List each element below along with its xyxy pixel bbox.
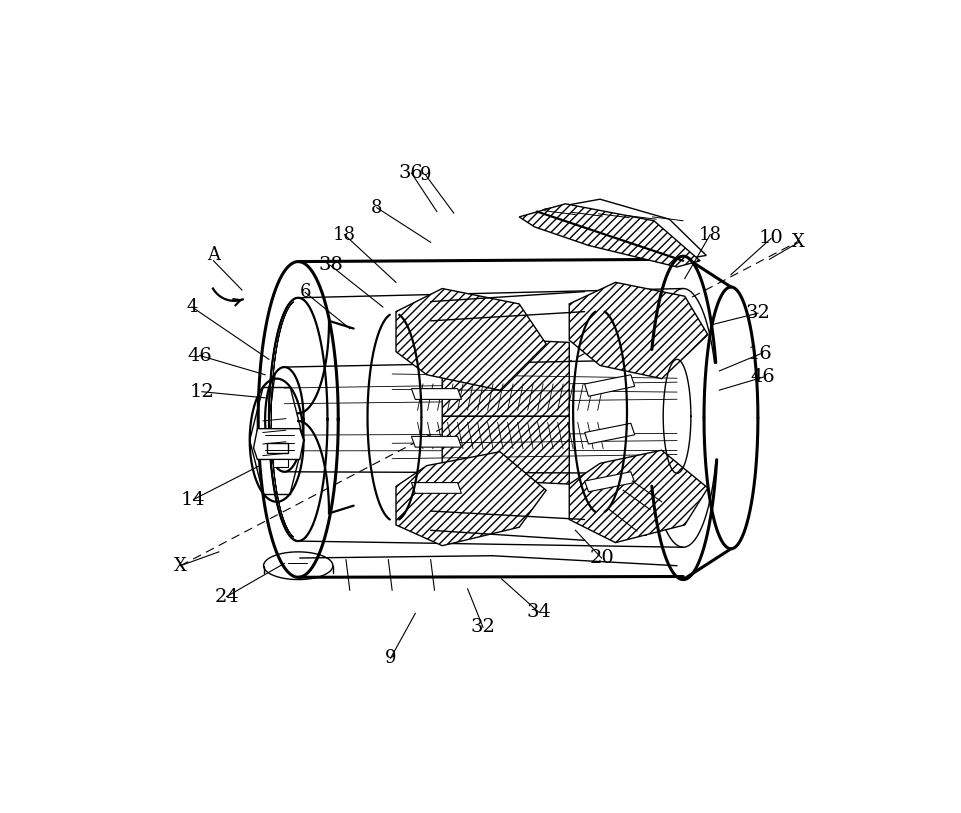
Polygon shape <box>584 424 634 444</box>
Text: 22: 22 <box>624 522 649 540</box>
Text: 6: 6 <box>644 501 655 519</box>
Text: 46: 46 <box>187 346 211 364</box>
Polygon shape <box>411 483 461 493</box>
Text: 32: 32 <box>470 619 495 637</box>
Text: 18: 18 <box>698 226 721 244</box>
Text: 34: 34 <box>526 603 551 621</box>
Text: 38: 38 <box>318 256 343 275</box>
Polygon shape <box>411 389 461 399</box>
Text: 36: 36 <box>399 164 424 182</box>
Text: 16: 16 <box>747 345 772 363</box>
Polygon shape <box>396 452 546 546</box>
Polygon shape <box>569 450 707 542</box>
Polygon shape <box>584 472 634 492</box>
Text: X: X <box>792 233 804 251</box>
Polygon shape <box>254 428 304 459</box>
Text: 20: 20 <box>588 549 613 567</box>
Text: 10: 10 <box>758 229 782 247</box>
Text: 18: 18 <box>333 226 356 244</box>
Text: 8: 8 <box>371 198 382 217</box>
Text: 46: 46 <box>751 368 775 386</box>
Text: 12: 12 <box>189 383 214 401</box>
Text: 9: 9 <box>419 166 431 184</box>
Polygon shape <box>569 282 707 379</box>
Text: 32: 32 <box>745 304 770 322</box>
Text: 4: 4 <box>186 298 197 316</box>
Text: 34: 34 <box>649 493 674 511</box>
Polygon shape <box>396 289 546 390</box>
Polygon shape <box>519 204 700 267</box>
Polygon shape <box>584 375 634 396</box>
Polygon shape <box>411 437 461 447</box>
Text: X: X <box>174 557 186 575</box>
Polygon shape <box>442 337 569 416</box>
Text: 9: 9 <box>384 649 396 667</box>
Polygon shape <box>273 459 288 467</box>
Text: 24: 24 <box>214 588 238 606</box>
Polygon shape <box>530 199 705 259</box>
Text: 6: 6 <box>299 284 310 302</box>
Polygon shape <box>442 416 569 484</box>
Text: A: A <box>207 246 220 264</box>
Polygon shape <box>267 442 288 454</box>
Text: 14: 14 <box>181 490 206 508</box>
